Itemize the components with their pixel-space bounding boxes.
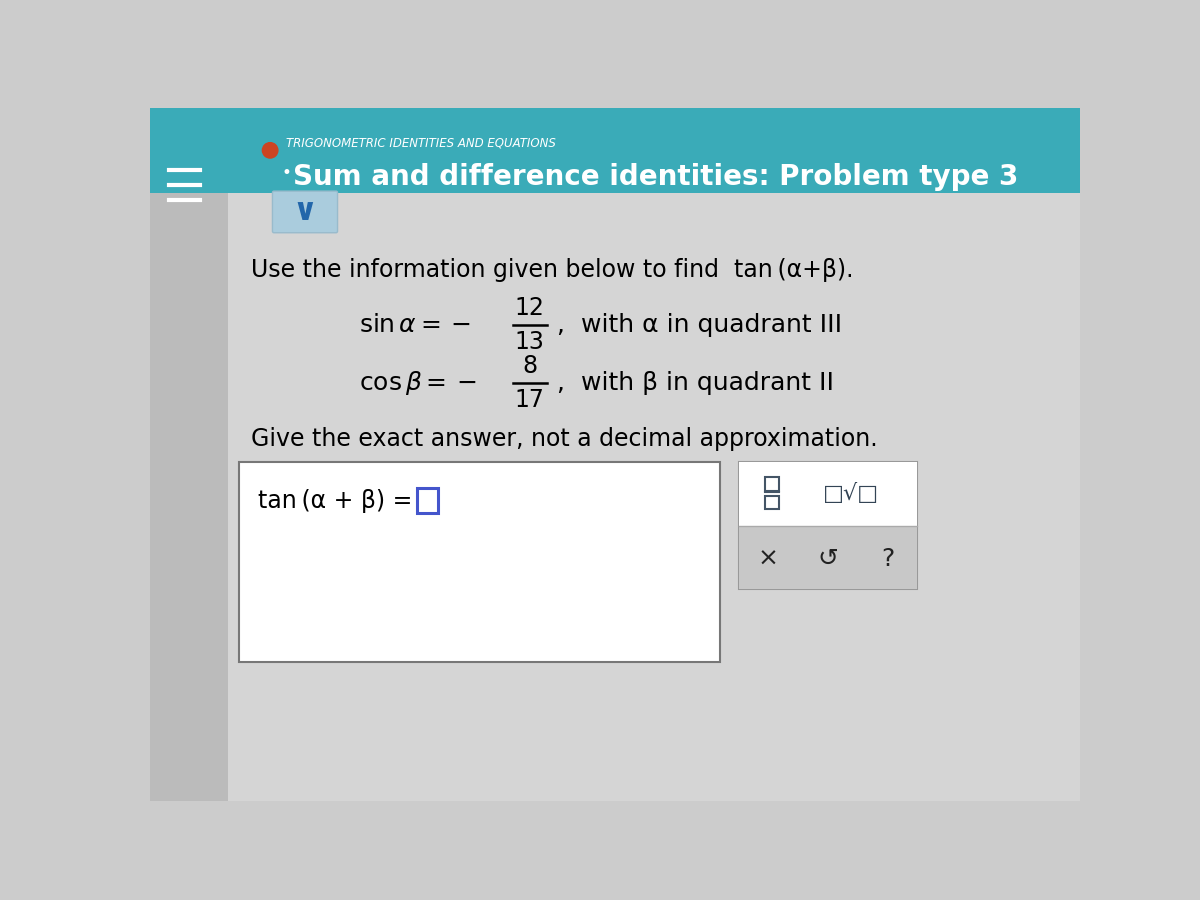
Bar bbox=[150, 108, 228, 801]
Bar bbox=[739, 526, 917, 590]
Text: ↺: ↺ bbox=[817, 547, 839, 571]
Bar bbox=[739, 463, 917, 590]
Text: •: • bbox=[282, 165, 292, 183]
Text: 8: 8 bbox=[522, 354, 538, 378]
Bar bbox=[418, 489, 438, 513]
Text: ?: ? bbox=[881, 547, 894, 571]
Text: Use the information given below to find  tan (α+β).: Use the information given below to find … bbox=[251, 257, 853, 282]
Text: ×: × bbox=[758, 547, 779, 571]
Text: $\cos\beta=-$: $\cos\beta=-$ bbox=[359, 369, 478, 397]
Bar bbox=[764, 496, 779, 509]
Text: 17: 17 bbox=[515, 388, 545, 412]
Bar bbox=[739, 463, 917, 526]
Text: 13: 13 bbox=[515, 330, 545, 354]
Text: ∨: ∨ bbox=[293, 197, 317, 227]
Text: 12: 12 bbox=[515, 296, 545, 320]
Text: Sum and difference identities: Problem type 3: Sum and difference identities: Problem t… bbox=[293, 163, 1019, 192]
Text: □√□: □√□ bbox=[823, 483, 880, 505]
Bar bbox=[764, 477, 779, 490]
Text: TRIGONOMETRIC IDENTITIES AND EQUATIONS: TRIGONOMETRIC IDENTITIES AND EQUATIONS bbox=[286, 136, 556, 149]
Bar bbox=[228, 193, 1080, 801]
Bar bbox=[150, 108, 1080, 193]
Text: $\sin\alpha=-$: $\sin\alpha=-$ bbox=[359, 313, 472, 338]
FancyBboxPatch shape bbox=[272, 191, 337, 233]
Text: Give the exact answer, not a decimal approximation.: Give the exact answer, not a decimal app… bbox=[251, 428, 877, 451]
Text: ,  with β in quadrant II: , with β in quadrant II bbox=[557, 371, 834, 395]
Bar bbox=[239, 463, 720, 662]
Text: ,  with α in quadrant III: , with α in quadrant III bbox=[557, 313, 842, 338]
Text: tan (α + β) =: tan (α + β) = bbox=[258, 489, 420, 513]
Circle shape bbox=[263, 142, 278, 158]
